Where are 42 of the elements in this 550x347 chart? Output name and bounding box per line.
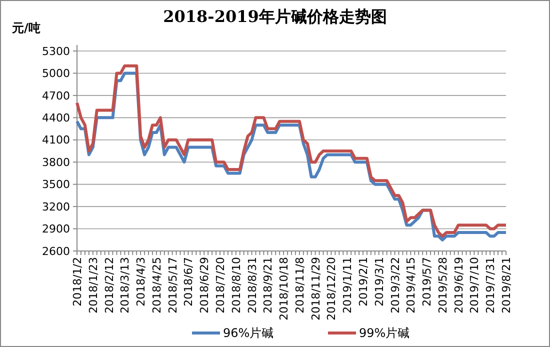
x-tick-label: 2019/4/15 [404, 257, 418, 314]
x-tick-label: 2019/7/10 [468, 257, 482, 314]
x-tick-label: 2019/5/28 [436, 257, 450, 314]
y-tick-label: 4100 [42, 134, 70, 147]
x-tick-label: 2018/7/20 [214, 257, 227, 314]
x-tick-label: 2018/12/20 [325, 257, 338, 320]
x-tick-label: 2019/3/22 [388, 257, 402, 314]
x-tick-label: 2018/8/31 [246, 257, 259, 314]
x-tick-label: 2018/6/29 [198, 257, 212, 314]
y-tick-label: 4700 [42, 89, 70, 102]
x-tick-label: 2018/5/17 [166, 257, 180, 314]
x-tick-label: 2018/4/3 [134, 257, 148, 306]
x-tick-label: 2019/5/7 [420, 257, 434, 306]
x-tick-label: 2019/3/1 [372, 257, 386, 306]
chart-title: 2018-2019年片碱价格走势图 [163, 7, 387, 26]
y-tick-label: 5000 [42, 67, 70, 80]
x-tick-label: 2018/2/12 [102, 257, 116, 314]
x-tick-label: 2019/7/31 [484, 257, 498, 314]
x-tick-label: 2018/8/10 [230, 257, 243, 314]
y-axis-title: 元/吨 [11, 21, 40, 35]
x-tick-label: 2019/6/19 [452, 257, 466, 314]
y-tick-label: 2600 [42, 244, 70, 258]
x-tick-label: 2018/4/25 [150, 257, 164, 314]
x-tick-label: 2018/6/7 [182, 257, 196, 306]
y-tick-label: 3200 [42, 200, 70, 214]
x-tick-label: 2018/10/18 [278, 257, 291, 320]
x-tick-label: 2018/1/2 [71, 257, 84, 306]
x-tick-label: 2018/1/23 [86, 257, 100, 314]
legend-label: 99%片碱 [359, 326, 410, 340]
x-tick-label: 2018/3/13 [118, 257, 132, 314]
x-tick-label: 2018/11/8 [293, 257, 306, 314]
legend-label: 96%片碱 [223, 326, 274, 340]
x-tick-label: 2019/1/11 [341, 257, 354, 314]
x-tick-label: 2018/9/21 [262, 257, 275, 314]
x-tick-label: 2018/11/29 [309, 257, 322, 320]
y-tick-label: 2900 [42, 222, 70, 236]
x-tick-label: 2019/2/1 [357, 257, 370, 306]
y-tick-label: 3800 [42, 156, 70, 169]
y-tick-label: 5300 [42, 44, 70, 58]
y-tick-label: 4400 [42, 112, 70, 125]
y-tick-label: 3500 [42, 178, 70, 192]
x-tick-label: 2019/8/21 [500, 257, 513, 314]
